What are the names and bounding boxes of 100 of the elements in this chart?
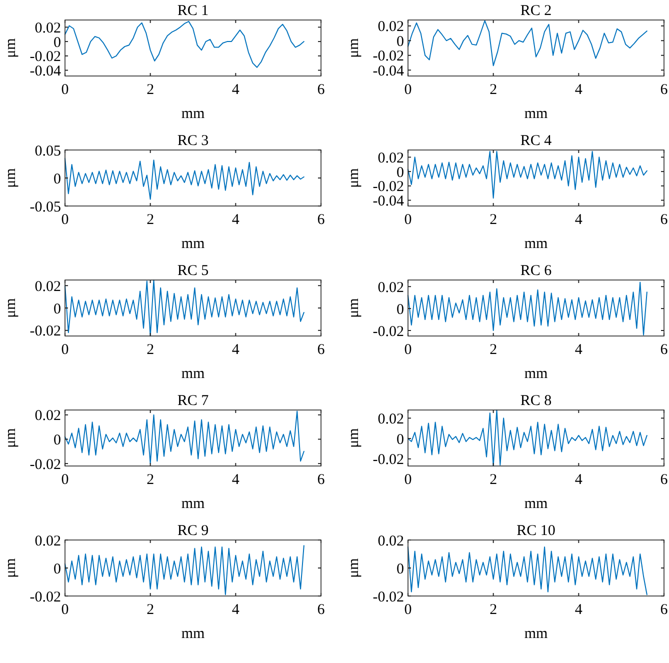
y-tick-label: 0 bbox=[396, 164, 404, 181]
x-tick-label: 2 bbox=[146, 82, 154, 98]
x-tick-label: 6 bbox=[660, 342, 668, 358]
x-tick-label: 2 bbox=[490, 212, 498, 228]
x-axis-title: mm bbox=[181, 366, 205, 382]
y-axis-title: μm bbox=[3, 38, 19, 58]
chart-title: RC 2 bbox=[520, 3, 552, 19]
y-axis-title: μm bbox=[3, 298, 19, 318]
line-series bbox=[64, 410, 304, 464]
chart-title: RC 6 bbox=[520, 263, 552, 279]
y-tick-label: 0 bbox=[54, 34, 61, 51]
x-tick-label: 2 bbox=[490, 82, 498, 98]
x-tick-label: 4 bbox=[574, 82, 583, 98]
x-tick-label: 2 bbox=[490, 342, 498, 358]
x-tick-label: 4 bbox=[574, 472, 583, 488]
y-axis-title: μm bbox=[3, 428, 19, 448]
y-tick-label: -0.02 bbox=[30, 324, 61, 340]
x-tick-label: 2 bbox=[146, 602, 154, 618]
x-tick-label: 6 bbox=[317, 82, 326, 98]
y-tick-label: 0.02 bbox=[34, 533, 61, 550]
x-tick-label: 4 bbox=[232, 472, 240, 488]
y-tick-label: -0.05 bbox=[30, 199, 61, 216]
y-tick-label: 0.02 bbox=[378, 533, 404, 550]
x-axis-title: mm bbox=[181, 626, 205, 642]
y-tick-label: -0.04 bbox=[372, 63, 404, 80]
x-tick-label: 6 bbox=[660, 82, 668, 98]
line-series bbox=[408, 20, 648, 66]
y-tick-label: 0.02 bbox=[378, 150, 404, 166]
x-tick-label: 4 bbox=[574, 212, 583, 228]
x-tick-label: 4 bbox=[232, 602, 240, 618]
y-axis-title: μm bbox=[3, 168, 19, 188]
y-tick-label: 0 bbox=[54, 171, 61, 188]
y-tick-label: 0 bbox=[396, 302, 404, 318]
line-series bbox=[64, 280, 304, 336]
y-tick-label: -0.04 bbox=[372, 194, 404, 210]
line-series bbox=[64, 158, 304, 200]
x-axis-title: mm bbox=[524, 366, 548, 382]
y-tick-label: 0.05 bbox=[34, 143, 61, 160]
chart-title: RC 10 bbox=[516, 523, 556, 539]
chart-title: RC 9 bbox=[177, 523, 209, 539]
x-tick-label: 2 bbox=[146, 212, 154, 228]
y-tick-label: 0.02 bbox=[378, 411, 404, 428]
y-tick-label: 0 bbox=[396, 34, 404, 50]
y-tick-label: -0.02 bbox=[30, 49, 61, 66]
y-tick-label: 0.02 bbox=[378, 19, 404, 36]
y-tick-label: -0.02 bbox=[372, 48, 404, 65]
x-tick-label: 6 bbox=[660, 602, 668, 618]
x-tick-label: 4 bbox=[232, 342, 240, 358]
x-axis-title: mm bbox=[524, 496, 548, 512]
line-series bbox=[64, 545, 304, 596]
line-series bbox=[408, 410, 648, 466]
y-axis-title: μm bbox=[346, 428, 362, 448]
chart-title: RC 5 bbox=[177, 263, 209, 279]
y-tick-label: 0.02 bbox=[34, 278, 61, 295]
y-tick-label: -0.04 bbox=[30, 64, 62, 80]
line-series bbox=[408, 282, 648, 336]
x-tick-label: 6 bbox=[317, 342, 326, 358]
x-tick-label: 4 bbox=[574, 602, 583, 618]
chart-title: RC 4 bbox=[520, 133, 552, 149]
y-tick-label: 0 bbox=[54, 301, 61, 318]
y-tick-label: 0 bbox=[54, 432, 61, 448]
y-tick-label: -0.02 bbox=[372, 324, 404, 340]
x-axis-title: mm bbox=[181, 236, 205, 252]
x-tick-label: 6 bbox=[660, 212, 668, 228]
y-axis-title: μm bbox=[3, 558, 19, 578]
y-tick-label: -0.02 bbox=[372, 589, 404, 606]
line-series bbox=[408, 150, 648, 199]
y-tick-label: 0 bbox=[396, 432, 404, 448]
y-tick-label: -0.02 bbox=[372, 179, 404, 196]
line-series bbox=[408, 546, 648, 596]
y-axis-title: μm bbox=[346, 168, 362, 188]
x-tick-label: 6 bbox=[317, 212, 326, 228]
x-axis-title: mm bbox=[524, 626, 548, 642]
x-tick-label: 2 bbox=[146, 472, 154, 488]
x-axis-title: mm bbox=[181, 496, 205, 512]
x-axis-title: mm bbox=[181, 106, 205, 122]
x-tick-label: 2 bbox=[146, 342, 154, 358]
y-tick-label: 0.02 bbox=[34, 408, 61, 424]
y-tick-label: -0.02 bbox=[372, 452, 404, 468]
x-axis-title: mm bbox=[524, 106, 548, 122]
y-tick-label: 0.02 bbox=[378, 280, 404, 296]
y-tick-label: 0 bbox=[396, 561, 404, 578]
x-axis-title: mm bbox=[524, 236, 548, 252]
x-tick-label: 4 bbox=[232, 212, 240, 228]
x-tick-label: 2 bbox=[490, 602, 498, 618]
line-series bbox=[64, 20, 304, 68]
y-axis-title: μm bbox=[346, 558, 362, 578]
chart-title: RC 8 bbox=[520, 393, 552, 409]
y-tick-label: 0.02 bbox=[34, 20, 61, 36]
y-axis-title: μm bbox=[346, 38, 362, 58]
x-tick-label: 6 bbox=[317, 472, 326, 488]
x-tick-label: 6 bbox=[660, 472, 668, 488]
x-tick-label: 4 bbox=[232, 82, 240, 98]
y-tick-label: 0 bbox=[54, 561, 61, 578]
x-tick-label: 6 bbox=[317, 602, 326, 618]
y-tick-label: -0.02 bbox=[30, 589, 61, 606]
chart-title: RC 3 bbox=[177, 133, 209, 149]
x-tick-label: 2 bbox=[490, 472, 498, 488]
chart-title: RC 7 bbox=[177, 393, 210, 409]
y-axis-title: μm bbox=[346, 298, 362, 318]
